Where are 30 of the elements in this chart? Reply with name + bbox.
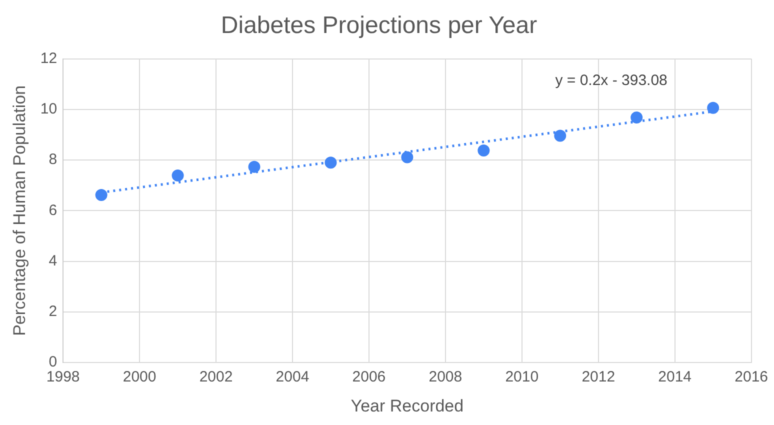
x-tick-label: 2014: [658, 368, 692, 386]
chart-title: Diabetes Projections per Year: [220, 12, 538, 40]
y-tick-label: 2: [48, 303, 58, 320]
point: [324, 156, 337, 169]
point: [478, 144, 490, 156]
point: [707, 102, 720, 114]
y-tick-label: 6: [48, 202, 58, 219]
point: [172, 170, 184, 182]
point: [401, 151, 414, 164]
x-tick-label: 2010: [505, 368, 539, 386]
x-tick-label: 2012: [582, 368, 616, 386]
x-tick-label: 2004: [276, 368, 310, 386]
point: [248, 160, 260, 173]
x-axis-title: Year Recorded: [350, 396, 464, 416]
x-tick-label: 1998: [46, 368, 80, 386]
point: [554, 130, 566, 142]
point: [630, 112, 643, 124]
y-tick-label: 8: [48, 151, 58, 168]
y-axis-title: Percentage of Human Population: [10, 85, 29, 336]
x-tick-label: 2000: [122, 368, 156, 386]
point: [95, 189, 108, 202]
x-tick-label: 2002: [199, 368, 233, 386]
y-tick-label: 4: [48, 252, 58, 270]
y-tick-label: 0: [48, 354, 58, 371]
x-tick-label: 2006: [352, 368, 386, 386]
y-tick-label: 10: [40, 100, 58, 118]
x-tick-label: 2008: [428, 368, 462, 386]
x-tick-label: 2016: [734, 368, 768, 386]
y-tick-label: 12: [40, 50, 58, 67]
annotation: y = 0.2x - 393.08: [555, 72, 668, 89]
